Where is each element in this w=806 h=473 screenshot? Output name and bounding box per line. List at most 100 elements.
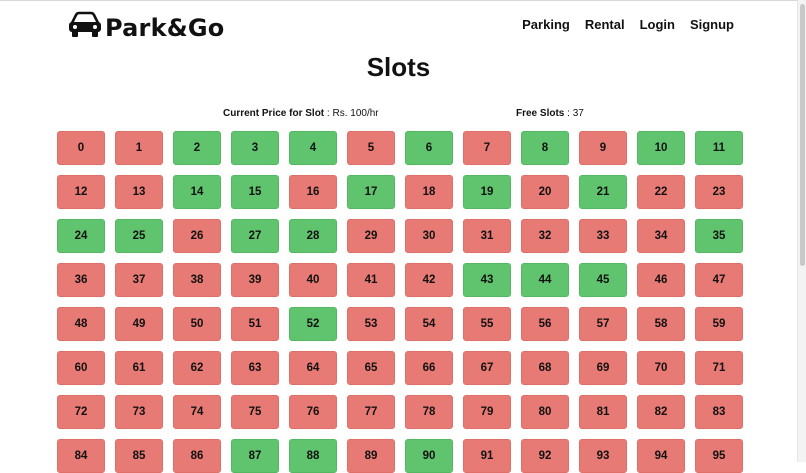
slot-button[interactable]: 3 (231, 131, 279, 165)
slot-button[interactable]: 7 (463, 131, 511, 165)
slot-button[interactable]: 33 (579, 219, 627, 253)
slot-button[interactable]: 17 (347, 175, 395, 209)
slot-button[interactable]: 31 (463, 219, 511, 253)
slot-button[interactable]: 38 (173, 263, 221, 297)
slot-button[interactable]: 82 (637, 395, 685, 429)
slot-button[interactable]: 30 (405, 219, 453, 253)
slot-button[interactable]: 8 (521, 131, 569, 165)
slot-button[interactable]: 14 (173, 175, 221, 209)
slot-button[interactable]: 41 (347, 263, 395, 297)
slot-button[interactable]: 62 (173, 351, 221, 385)
slot-button[interactable]: 40 (289, 263, 337, 297)
slot-button[interactable]: 57 (579, 307, 627, 341)
slot-button[interactable]: 95 (695, 439, 743, 473)
slot-button[interactable]: 58 (637, 307, 685, 341)
slot-button[interactable]: 0 (57, 131, 105, 165)
slot-button[interactable]: 19 (463, 175, 511, 209)
slot-button[interactable]: 6 (405, 131, 453, 165)
slot-button[interactable]: 86 (173, 439, 221, 473)
slot-button[interactable]: 23 (695, 175, 743, 209)
slot-button[interactable]: 56 (521, 307, 569, 341)
slot-button[interactable]: 72 (57, 395, 105, 429)
slot-button[interactable]: 94 (637, 439, 685, 473)
slot-button[interactable]: 12 (57, 175, 105, 209)
slot-button[interactable]: 13 (115, 175, 163, 209)
slot-button[interactable]: 80 (521, 395, 569, 429)
slot-button[interactable]: 27 (231, 219, 279, 253)
slot-button[interactable]: 53 (347, 307, 395, 341)
slot-button[interactable]: 92 (521, 439, 569, 473)
slot-button[interactable]: 48 (57, 307, 105, 341)
slot-button[interactable]: 88 (289, 439, 337, 473)
slot-button[interactable]: 61 (115, 351, 163, 385)
slot-button[interactable]: 9 (579, 131, 627, 165)
slot-button[interactable]: 11 (695, 131, 743, 165)
slot-button[interactable]: 37 (115, 263, 163, 297)
slot-button[interactable]: 65 (347, 351, 395, 385)
slot-button[interactable]: 22 (637, 175, 685, 209)
slot-button[interactable]: 10 (637, 131, 685, 165)
slot-button[interactable]: 83 (695, 395, 743, 429)
slot-button[interactable]: 25 (115, 219, 163, 253)
slot-button[interactable]: 63 (231, 351, 279, 385)
slot-button[interactable]: 16 (289, 175, 337, 209)
slot-button[interactable]: 78 (405, 395, 453, 429)
slot-button[interactable]: 36 (57, 263, 105, 297)
slot-button[interactable]: 66 (405, 351, 453, 385)
slot-button[interactable]: 55 (463, 307, 511, 341)
slot-button[interactable]: 4 (289, 131, 337, 165)
slot-button[interactable]: 74 (173, 395, 221, 429)
slot-button[interactable]: 21 (579, 175, 627, 209)
slot-button[interactable]: 46 (637, 263, 685, 297)
nav-link-rental[interactable]: Rental (584, 17, 625, 32)
slot-button[interactable]: 18 (405, 175, 453, 209)
slot-button[interactable]: 32 (521, 219, 569, 253)
slot-button[interactable]: 87 (231, 439, 279, 473)
nav-link-signup[interactable]: Signup (689, 17, 734, 32)
slot-button[interactable]: 67 (463, 351, 511, 385)
slot-button[interactable]: 81 (579, 395, 627, 429)
slot-button[interactable]: 5 (347, 131, 395, 165)
slot-button[interactable]: 69 (579, 351, 627, 385)
slot-button[interactable]: 68 (521, 351, 569, 385)
slot-button[interactable]: 60 (57, 351, 105, 385)
slot-button[interactable]: 15 (231, 175, 279, 209)
slot-button[interactable]: 90 (405, 439, 453, 473)
scrollbar-thumb[interactable] (800, 4, 805, 266)
slot-button[interactable]: 93 (579, 439, 627, 473)
scrollbar[interactable] (797, 0, 806, 462)
slot-button[interactable]: 45 (579, 263, 627, 297)
slot-button[interactable]: 47 (695, 263, 743, 297)
nav-link-login[interactable]: Login (639, 17, 675, 32)
slot-button[interactable]: 71 (695, 351, 743, 385)
slot-button[interactable]: 85 (115, 439, 163, 473)
slot-button[interactable]: 73 (115, 395, 163, 429)
slot-button[interactable]: 59 (695, 307, 743, 341)
slot-button[interactable]: 39 (231, 263, 279, 297)
slot-button[interactable]: 75 (231, 395, 279, 429)
slot-button[interactable]: 91 (463, 439, 511, 473)
slot-button[interactable]: 77 (347, 395, 395, 429)
brand[interactable]: Park&Go (68, 11, 224, 44)
slot-button[interactable]: 79 (463, 395, 511, 429)
slot-button[interactable]: 42 (405, 263, 453, 297)
slot-button[interactable]: 24 (57, 219, 105, 253)
slot-button[interactable]: 20 (521, 175, 569, 209)
slot-button[interactable]: 76 (289, 395, 337, 429)
slot-button[interactable]: 89 (347, 439, 395, 473)
slot-button[interactable]: 28 (289, 219, 337, 253)
slot-button[interactable]: 84 (57, 439, 105, 473)
slot-button[interactable]: 26 (173, 219, 221, 253)
slot-button[interactable]: 54 (405, 307, 453, 341)
slot-button[interactable]: 49 (115, 307, 163, 341)
slot-button[interactable]: 70 (637, 351, 685, 385)
slot-button[interactable]: 35 (695, 219, 743, 253)
slot-button[interactable]: 34 (637, 219, 685, 253)
slot-button[interactable]: 1 (115, 131, 163, 165)
slot-button[interactable]: 2 (173, 131, 221, 165)
slot-button[interactable]: 50 (173, 307, 221, 341)
slot-button[interactable]: 44 (521, 263, 569, 297)
slot-button[interactable]: 51 (231, 307, 279, 341)
slot-button[interactable]: 43 (463, 263, 511, 297)
slot-button[interactable]: 64 (289, 351, 337, 385)
